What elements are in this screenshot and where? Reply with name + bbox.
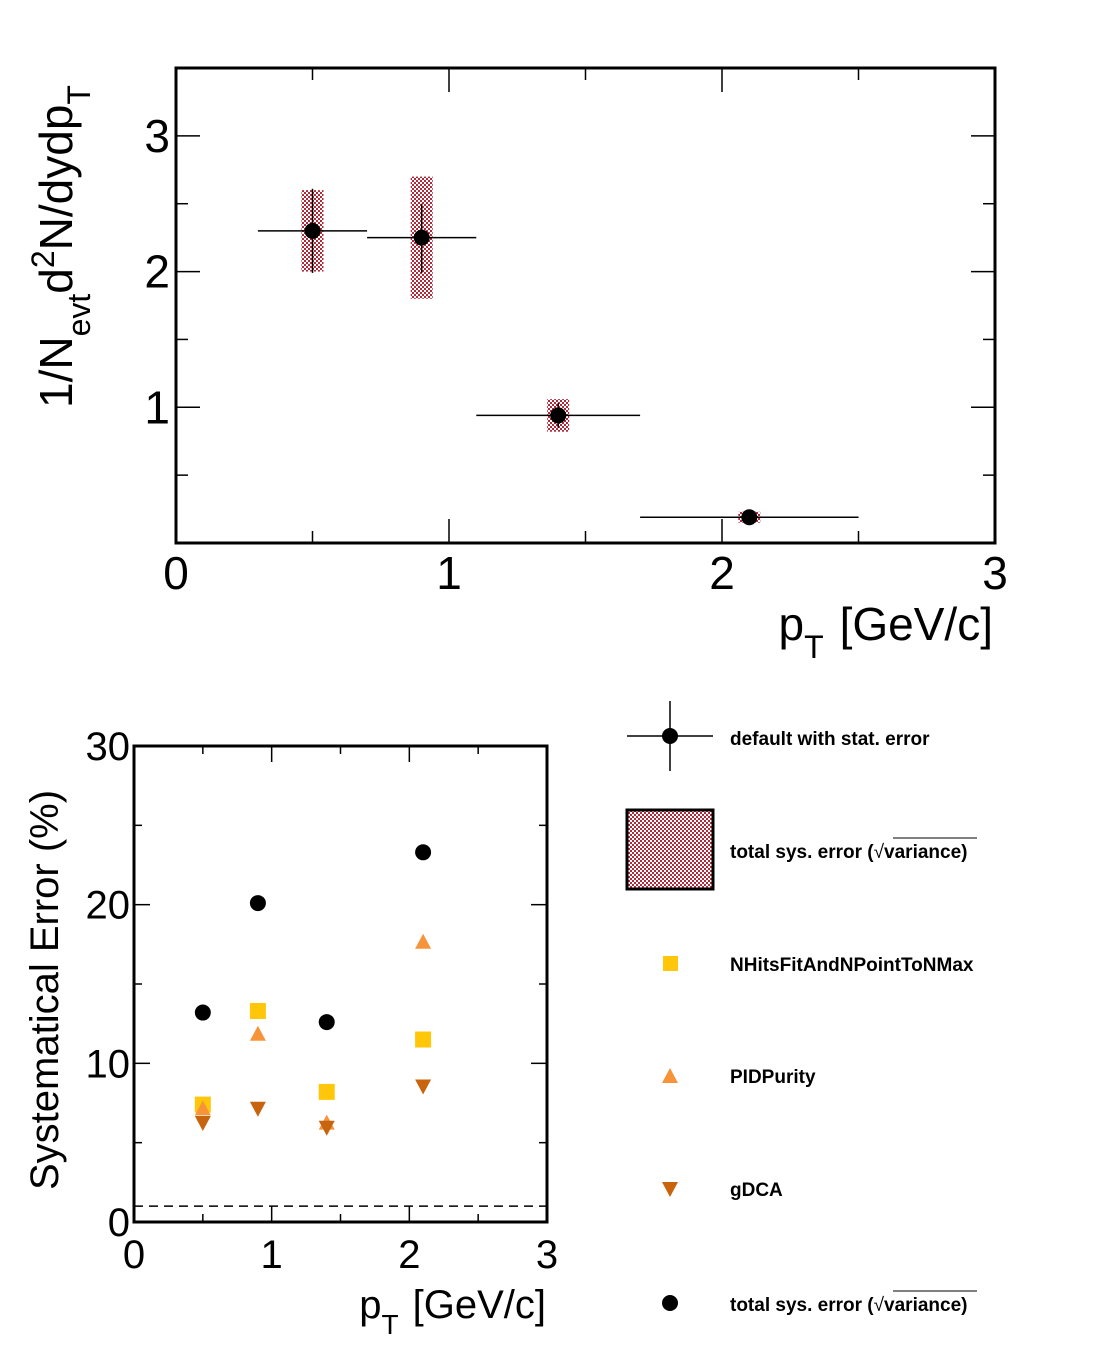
marker-triangle-down: [194, 1116, 211, 1132]
y-tick-label: 10: [86, 1042, 131, 1086]
spectrum-x-tick-labels: 0 1 2 3: [163, 547, 1008, 599]
marker-square: [249, 1002, 266, 1019]
spectrum-plot-frame: [174, 66, 997, 545]
y-tick-label: 1: [144, 381, 170, 433]
x-tick-label: 0: [163, 547, 189, 599]
legend: default with stat. error total sys. erro…: [625, 701, 977, 1316]
data-point: [413, 229, 430, 246]
marker-circle: [194, 1004, 211, 1021]
syserror-axis-ticks: [133, 745, 548, 1223]
legend-label-total-points: total sys. error (√variance): [730, 1295, 968, 1316]
syserror-x-axis-title: pT [GeV/c]: [359, 1283, 546, 1340]
y-tick-label: 20: [86, 884, 131, 928]
x-tick-label: 3: [536, 1233, 558, 1277]
spectrum-panel: 0 1 2 3 1 2 3 pT [GeV/c] 1/Nevtd2N/dydpT: [25, 66, 1008, 665]
sqrt-sign: √: [874, 1295, 885, 1316]
marker-square: [318, 1083, 335, 1100]
legend-entry-default: default with stat. error: [627, 701, 930, 771]
x-tick-label: 2: [709, 547, 735, 599]
marker-triangle-up: [415, 933, 432, 949]
syserror-panel: 0 1 2 3 0 10 20 30 pT [GeV/c] Systematical Erro…: [23, 725, 558, 1340]
y-tick-label: 0: [108, 1201, 130, 1245]
x-tick-label: 0: [123, 1233, 145, 1277]
marker-triangle-up: [194, 1100, 211, 1116]
syserror-y-tick-labels: 0 10 20 30: [86, 725, 131, 1245]
data-point: [741, 509, 758, 526]
y-tick-label: 30: [86, 725, 131, 769]
legend-label-total-box: total sys. error (√variance): [730, 842, 968, 863]
legend-entry-gdca: gDCA: [662, 1180, 783, 1201]
spectrum-x-axis-title: pT [GeV/c]: [778, 598, 993, 665]
data-point: [550, 407, 567, 424]
marker-triangle-down: [249, 1101, 266, 1117]
x-tick-label: 2: [398, 1233, 420, 1277]
spectrum-y-tick-labels: 1 2 3: [144, 110, 170, 433]
legend-label-default: default with stat. error: [730, 729, 930, 750]
legend-entry-pid: PIDPurity: [662, 1067, 816, 1088]
syserror-points: [194, 844, 432, 1136]
spectrum-y-axis-title: 1/Nevtd2N/dydpT: [25, 85, 97, 408]
marker-circle: [249, 895, 266, 912]
spectrum-points: [257, 188, 859, 526]
marker-square: [415, 1031, 432, 1048]
legend-entry-nhits: NHitsFitAndNPointToNMax: [663, 955, 974, 976]
legend-label-gdca: gDCA: [730, 1180, 783, 1201]
x-tick-label: 1: [261, 1233, 283, 1277]
y-tick-label: 2: [144, 246, 170, 298]
x-tick-label: 1: [436, 547, 462, 599]
legend-label-pid: PIDPurity: [730, 1067, 816, 1088]
spectrum-axis-ticks: [175, 67, 996, 543]
marker-triangle-down: [318, 1120, 335, 1136]
syserror-plot-frame: [132, 744, 549, 1224]
y-tick-label: 3: [144, 110, 170, 162]
syserror-x-tick-labels: 0 1 2 3: [123, 1233, 558, 1277]
legend-entry-total-box: total sys. error (√variance): [625, 808, 977, 891]
marker-triangle-down: [415, 1079, 432, 1095]
syserror-y-axis-title: Systematical Error (%): [23, 790, 67, 1190]
data-point: [304, 222, 321, 239]
spectrum-sys-boxes: [301, 176, 761, 523]
marker-circle: [318, 1014, 335, 1031]
x-tick-label: 3: [982, 547, 1008, 599]
marker-circle: [415, 844, 432, 861]
legend-entry-total-points: total sys. error (√variance): [662, 1290, 977, 1316]
marker-triangle-up: [249, 1025, 266, 1041]
legend-label-nhits: NHitsFitAndNPointToNMax: [730, 955, 974, 976]
sqrt-sign: √: [874, 842, 885, 863]
